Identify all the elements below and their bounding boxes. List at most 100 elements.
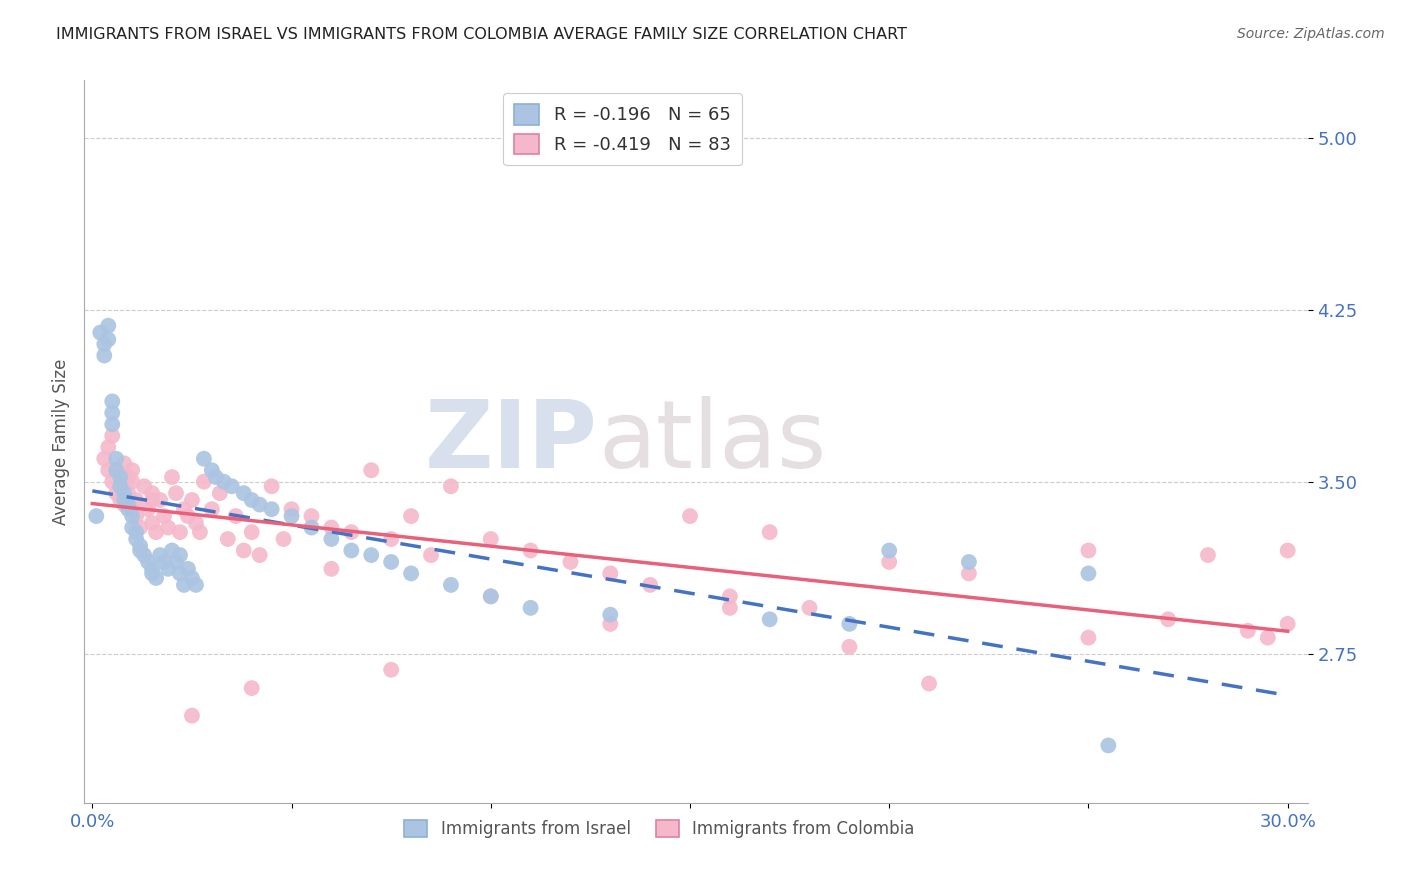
Text: atlas: atlas bbox=[598, 395, 827, 488]
Point bbox=[479, 590, 502, 604]
Point bbox=[153, 555, 176, 569]
Point bbox=[169, 525, 191, 540]
Point bbox=[141, 566, 163, 581]
Point bbox=[221, 479, 243, 493]
Point bbox=[110, 479, 132, 493]
Point bbox=[165, 555, 187, 569]
Point bbox=[101, 394, 124, 409]
Point bbox=[217, 532, 239, 546]
Point bbox=[101, 475, 124, 489]
Point bbox=[232, 543, 254, 558]
Point bbox=[101, 406, 124, 420]
Point bbox=[360, 463, 382, 477]
Point bbox=[134, 479, 156, 493]
Point bbox=[240, 681, 263, 695]
Point bbox=[129, 520, 152, 534]
Point bbox=[181, 708, 204, 723]
Point bbox=[160, 543, 183, 558]
Point bbox=[599, 607, 621, 622]
Point bbox=[145, 525, 167, 540]
Point bbox=[1077, 543, 1099, 558]
Point bbox=[479, 532, 502, 546]
Point bbox=[380, 663, 402, 677]
Point bbox=[121, 509, 143, 524]
Point bbox=[110, 493, 132, 508]
Point bbox=[112, 486, 135, 500]
Point bbox=[112, 498, 135, 512]
Point bbox=[105, 463, 128, 477]
Point bbox=[205, 470, 228, 484]
Point bbox=[193, 451, 215, 466]
Point bbox=[97, 463, 120, 477]
Point bbox=[188, 525, 211, 540]
Point bbox=[440, 578, 463, 592]
Point bbox=[1077, 631, 1099, 645]
Point bbox=[877, 543, 900, 558]
Point bbox=[112, 456, 135, 470]
Point bbox=[177, 509, 200, 524]
Text: IMMIGRANTS FROM ISRAEL VS IMMIGRANTS FROM COLOMBIA AVERAGE FAMILY SIZE CORRELATI: IMMIGRANTS FROM ISRAEL VS IMMIGRANTS FRO… bbox=[56, 27, 907, 42]
Point bbox=[249, 548, 271, 562]
Point bbox=[201, 502, 224, 516]
Point bbox=[1277, 543, 1299, 558]
Point bbox=[599, 566, 621, 581]
Point bbox=[380, 555, 402, 569]
Point bbox=[165, 486, 187, 500]
Point bbox=[249, 498, 271, 512]
Point bbox=[519, 543, 541, 558]
Point bbox=[479, 590, 502, 604]
Point bbox=[1277, 616, 1299, 631]
Point bbox=[799, 600, 821, 615]
Point bbox=[260, 502, 283, 516]
Point bbox=[1257, 631, 1279, 645]
Point bbox=[169, 548, 191, 562]
Point bbox=[918, 676, 941, 690]
Point bbox=[117, 470, 139, 484]
Point bbox=[153, 509, 176, 524]
Point bbox=[321, 520, 343, 534]
Point bbox=[957, 555, 980, 569]
Point bbox=[758, 612, 780, 626]
Point bbox=[399, 566, 422, 581]
Point bbox=[169, 566, 191, 581]
Point bbox=[184, 516, 207, 530]
Point bbox=[93, 349, 115, 363]
Point bbox=[97, 333, 120, 347]
Point bbox=[280, 509, 302, 524]
Point bbox=[1157, 612, 1180, 626]
Point bbox=[125, 509, 148, 524]
Point bbox=[201, 463, 224, 477]
Point bbox=[193, 475, 215, 489]
Point bbox=[97, 318, 120, 333]
Point bbox=[110, 470, 132, 484]
Point bbox=[240, 493, 263, 508]
Point bbox=[679, 509, 702, 524]
Point bbox=[86, 509, 108, 524]
Point bbox=[177, 562, 200, 576]
Point bbox=[157, 562, 180, 576]
Point bbox=[260, 479, 283, 493]
Point bbox=[89, 326, 111, 340]
Point bbox=[1077, 566, 1099, 581]
Point bbox=[121, 463, 143, 477]
Point bbox=[240, 525, 263, 540]
Point bbox=[93, 337, 115, 351]
Point bbox=[838, 616, 860, 631]
Text: ZIP: ZIP bbox=[425, 395, 598, 488]
Point bbox=[399, 509, 422, 524]
Point bbox=[121, 475, 143, 489]
Point bbox=[141, 486, 163, 500]
Point bbox=[129, 543, 152, 558]
Point bbox=[112, 493, 135, 508]
Point bbox=[149, 493, 172, 508]
Point bbox=[321, 562, 343, 576]
Point bbox=[440, 479, 463, 493]
Point bbox=[360, 548, 382, 562]
Point bbox=[181, 493, 204, 508]
Point bbox=[125, 532, 148, 546]
Point bbox=[321, 532, 343, 546]
Point bbox=[101, 417, 124, 432]
Point bbox=[184, 578, 207, 592]
Point bbox=[160, 470, 183, 484]
Point bbox=[117, 486, 139, 500]
